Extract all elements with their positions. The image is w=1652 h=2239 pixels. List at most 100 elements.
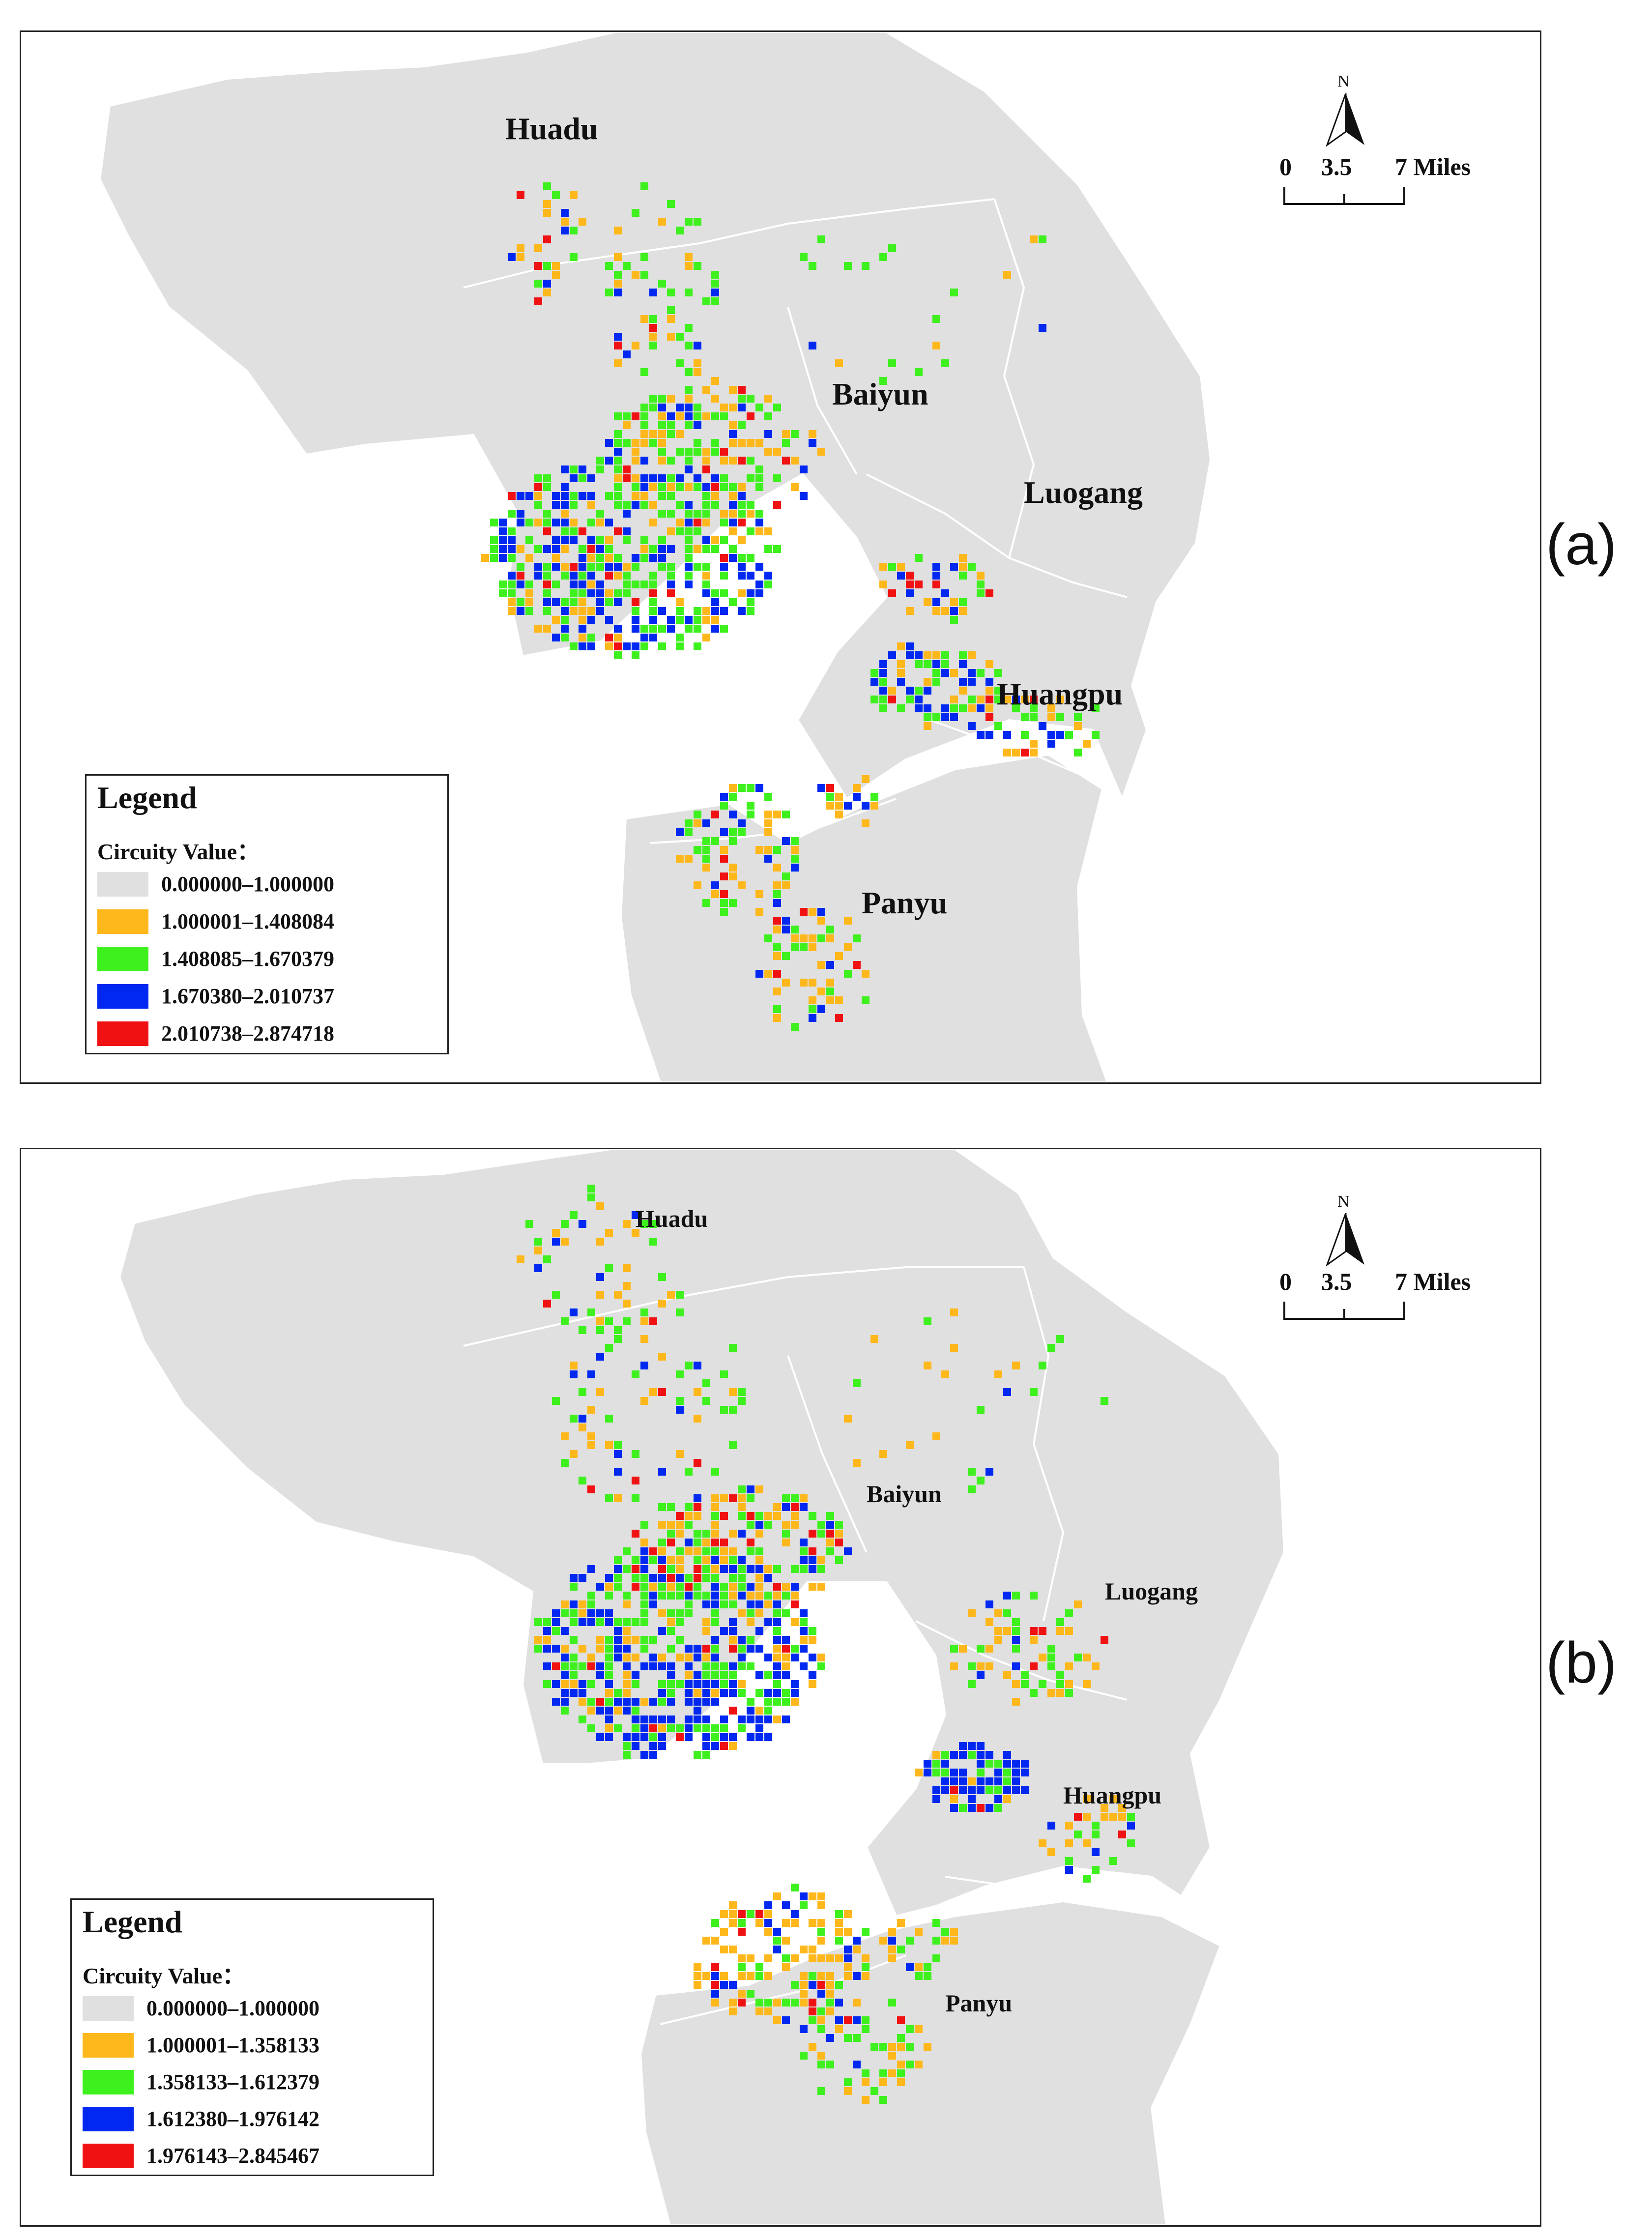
grid-cell xyxy=(561,616,569,624)
grid-cell xyxy=(605,1716,613,1723)
grid-cell xyxy=(685,1662,693,1670)
legend-range-label: 1.670380–2.010737 xyxy=(161,984,334,1008)
grid-cell xyxy=(694,1362,701,1369)
grid-cell xyxy=(791,1981,799,1989)
grid-cell xyxy=(649,1547,657,1555)
grid-cell xyxy=(773,811,781,818)
grid-cell xyxy=(561,501,569,509)
grid-cell xyxy=(587,607,595,615)
grid-cell xyxy=(632,1370,639,1378)
grid-cell xyxy=(817,2087,825,2095)
grid-cell xyxy=(534,501,542,509)
grid-cell xyxy=(773,1600,781,1608)
grid-cell xyxy=(835,2025,843,2033)
grid-cell xyxy=(685,1716,693,1723)
grid-cell xyxy=(694,218,701,226)
grid-cell xyxy=(596,545,604,553)
grid-cell xyxy=(782,917,790,925)
grid-cell xyxy=(755,483,763,491)
grid-cell xyxy=(915,687,923,695)
grid-cell xyxy=(791,1023,799,1031)
grid-cell xyxy=(915,651,923,659)
grid-cell xyxy=(844,802,852,810)
grid-cell xyxy=(596,563,604,571)
legend-subtitle: Circuity Value： xyxy=(83,1963,245,1988)
grid-cell xyxy=(552,262,560,270)
grid-cell xyxy=(676,1733,684,1741)
grid-cell xyxy=(676,1406,684,1414)
grid-cell xyxy=(676,448,684,456)
grid-cell xyxy=(658,1592,666,1599)
grid-cell xyxy=(640,412,648,420)
grid-cell xyxy=(694,1645,701,1653)
grid-cell xyxy=(552,1238,560,1246)
grid-cell xyxy=(587,1441,595,1449)
grid-cell xyxy=(614,280,622,288)
grid-cell xyxy=(800,2052,808,2060)
grid-cell xyxy=(649,1716,657,1723)
grid-cell xyxy=(729,1910,737,1918)
grid-cell xyxy=(658,280,666,288)
grid-cell xyxy=(605,1733,613,1741)
grid-cell xyxy=(570,1450,578,1458)
grid-cell xyxy=(941,713,949,721)
grid-cell xyxy=(543,598,551,606)
grid-cell xyxy=(738,1565,746,1573)
grid-cell xyxy=(614,430,622,438)
grid-cell xyxy=(720,563,728,571)
grid-cell xyxy=(623,1751,631,1759)
grid-cell xyxy=(1056,696,1064,703)
grid-cell xyxy=(587,545,595,553)
grid-cell xyxy=(950,696,958,703)
grid-cell xyxy=(711,1742,719,1750)
grid-cell xyxy=(968,1742,976,1750)
grid-cell xyxy=(605,589,613,597)
grid-cell xyxy=(605,554,613,562)
grid-cell xyxy=(694,1592,701,1599)
grid-cell xyxy=(809,2016,816,2024)
grid-cell xyxy=(968,696,976,703)
grid-cell xyxy=(640,642,648,650)
grid-cell xyxy=(605,289,613,296)
grid-cell xyxy=(640,1583,648,1591)
grid-cell xyxy=(959,687,967,695)
grid-cell xyxy=(720,1928,728,1936)
grid-cell xyxy=(764,412,772,420)
grid-cell xyxy=(755,1583,763,1591)
grid-cell xyxy=(755,1963,763,1971)
grid-cell xyxy=(729,1999,737,2006)
grid-cell xyxy=(552,501,560,509)
grid-cell xyxy=(614,642,622,650)
grid-cell xyxy=(1003,1777,1011,1785)
grid-cell xyxy=(702,899,710,907)
grid-cell xyxy=(835,802,843,810)
grid-cell xyxy=(764,2007,772,2015)
grid-cell xyxy=(720,412,728,420)
grid-cell xyxy=(879,2078,887,2086)
grid-cell xyxy=(959,1777,967,1785)
grid-cell xyxy=(950,1662,958,1670)
grid-cell xyxy=(685,1680,693,1688)
grid-cell xyxy=(1047,740,1055,748)
grid-cell xyxy=(800,1990,808,1998)
grid-cell xyxy=(623,1618,631,1626)
grid-cell xyxy=(614,651,622,659)
grid-cell xyxy=(950,704,958,712)
grid-cell xyxy=(897,1946,905,1953)
grid-cell xyxy=(667,289,675,296)
grid-cell xyxy=(924,1760,931,1768)
grid-cell xyxy=(826,1981,834,1989)
grid-cell xyxy=(862,1928,869,1936)
grid-cell xyxy=(711,1937,719,1945)
grid-cell xyxy=(994,1370,1002,1378)
grid-cell xyxy=(764,1999,772,2006)
grid-cell xyxy=(941,660,949,668)
grid-cell xyxy=(791,1919,799,1927)
grid-cell xyxy=(517,1255,524,1263)
grid-cell xyxy=(906,1963,914,1971)
grid-cell xyxy=(676,1309,684,1316)
grid-cell xyxy=(791,1592,799,1599)
grid-cell xyxy=(755,1627,763,1635)
grid-cell xyxy=(720,474,728,482)
grid-cell xyxy=(552,1229,560,1237)
